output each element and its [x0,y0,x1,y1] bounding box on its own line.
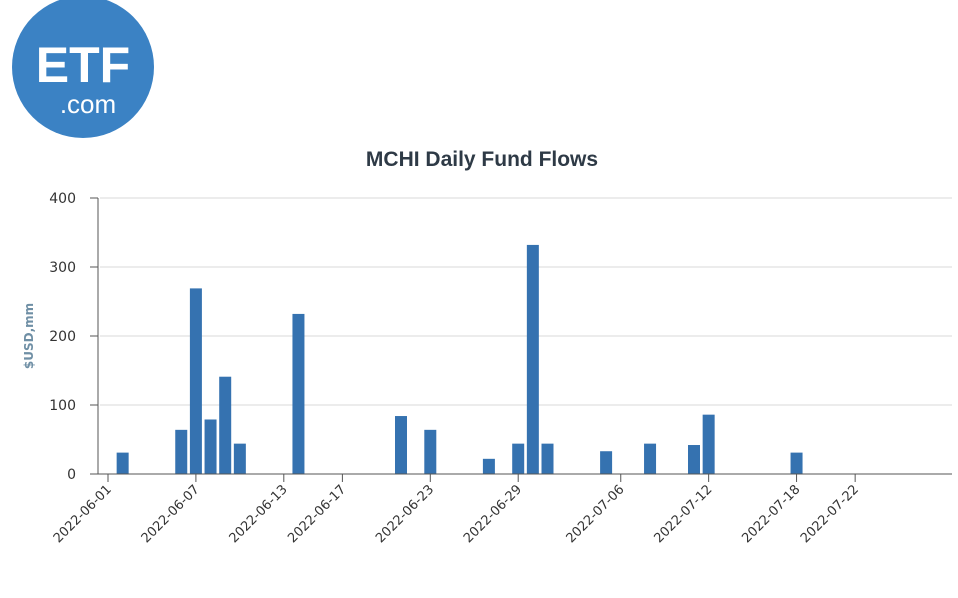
y-axis-label: $USD,mm [22,303,36,369]
y-tick-label: 300 [49,260,76,276]
x-tick-label: 2022-06-17 [285,482,349,546]
x-tick-label: 2022-06-01 [51,482,115,546]
bar[interactable] [204,419,217,474]
bar[interactable] [526,244,539,474]
y-tick-labels: 0 100 200 300 400 [49,191,76,483]
x-tick-label: 2022-06-07 [139,482,203,546]
x-tick-label: 2022-07-18 [739,482,803,546]
y-tick-label: 400 [49,191,76,207]
bar[interactable] [219,376,232,474]
bar[interactable] [600,451,613,474]
bars [116,244,803,474]
y-tick-label: 0 [67,467,76,483]
axes [90,197,952,482]
x-tick-label: 2022-06-29 [461,482,525,546]
y-tick-label: 100 [49,398,76,414]
bar[interactable] [790,452,803,474]
x-tick-label: 2022-06-23 [373,482,437,546]
bar[interactable] [512,443,525,474]
x-tick-label: 2022-07-12 [651,482,715,546]
bar[interactable] [292,313,305,474]
bar[interactable] [482,458,495,474]
bar[interactable] [395,416,407,474]
x-tick-labels: 2022-06-01 2022-06-07 2022-06-132022-06-17… [51,482,862,546]
etf-logo[interactable]: ETF .com [12,0,154,138]
bar[interactable] [175,429,188,474]
logo-sub-text: .com [60,89,116,119]
bar[interactable] [541,443,554,474]
x-tick-label: 2022-06-13 [227,482,291,546]
chart-title: MCHI Daily Fund Flows [366,148,598,171]
bar[interactable] [644,443,657,474]
logo-circle [12,0,154,138]
x-tick-label: 2022-07-22 [798,482,862,546]
bar[interactable] [116,452,129,474]
bar[interactable] [233,443,246,474]
bar[interactable] [189,288,202,474]
bar[interactable] [688,445,700,474]
y-tick-label: 200 [49,329,76,345]
grid-lines [100,197,952,406]
x-tick-label: 2022-07-06 [564,482,628,546]
logo-main-text: ETF [36,37,130,93]
bar[interactable] [702,414,715,474]
bar[interactable] [424,429,437,474]
